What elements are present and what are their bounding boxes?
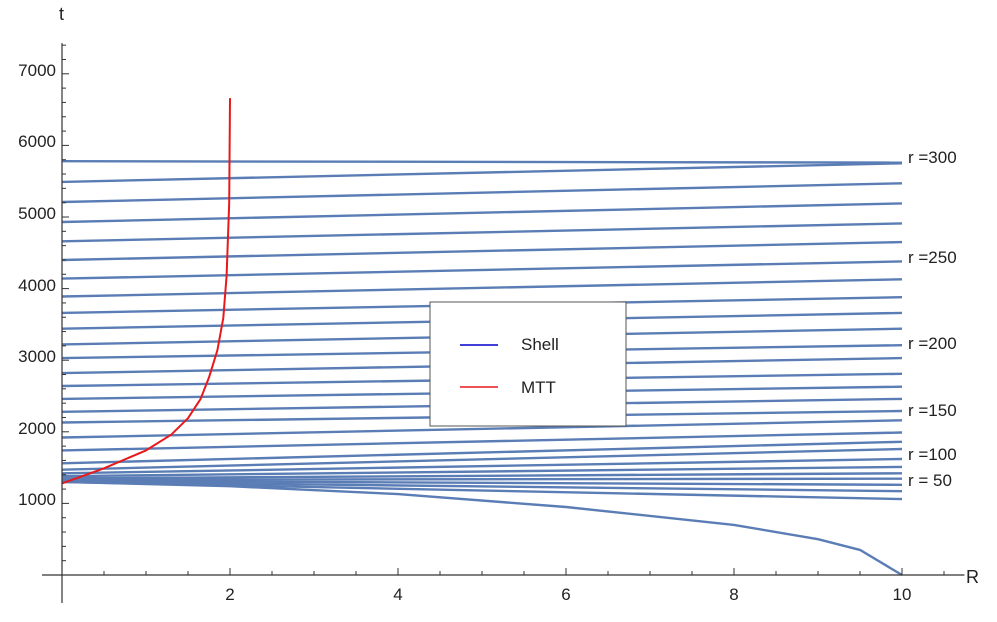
shell-line-r300 [61, 182, 903, 204]
curve-label-r150: r =150 [908, 401, 957, 420]
shell-line-r80 [61, 477, 903, 481]
curve-label-r50: r = 50 [908, 471, 952, 490]
y-tick-label: 4000 [18, 276, 56, 295]
curve-label-r250: r =250 [908, 248, 957, 267]
shell-line-r250 [61, 278, 903, 298]
legend-label-mtt: MTT [521, 378, 556, 397]
shell-line-r310 [61, 162, 903, 184]
curve-label-r300: r =300 [908, 148, 957, 167]
shell-line-r280 [61, 222, 903, 243]
mtt-curve [61, 98, 231, 485]
shell-line-r70 [61, 479, 903, 486]
shell-line-r90 [61, 472, 903, 480]
y-tick-labels: 1000 2000 3000 4000 5000 6000 7000 [18, 61, 56, 509]
shell-line-r320 [61, 159, 903, 164]
shell-line-r0 [61, 480, 903, 577]
x-tick-label: 4 [393, 585, 402, 604]
shell-line-r100 [61, 465, 903, 478]
axes [42, 43, 965, 603]
shell-line-r110 [61, 457, 903, 475]
curve-label-r100: r =100 [908, 445, 957, 464]
x-tick-label: 10 [893, 585, 912, 604]
y-tick-label: 3000 [18, 347, 56, 366]
shell-line-r130 [61, 440, 903, 465]
shell-line-r260 [61, 260, 903, 280]
shell-line-r120 [61, 447, 903, 471]
curve-labels: r =300 r =250 r =200 r =150 r =100 r = 5… [908, 148, 957, 490]
y-tick-label: 7000 [18, 61, 56, 80]
legend-label-shell: Shell [521, 335, 559, 354]
x-tick-label: 8 [729, 585, 738, 604]
shell-line-r140 [61, 431, 903, 452]
shell-line-r50 [61, 480, 903, 501]
y-tick-label: 1000 [18, 490, 56, 509]
x-tick-label: 2 [225, 585, 234, 604]
x-axis-label: R [966, 567, 979, 587]
legend: Shell MTT [429, 301, 627, 427]
shell-line-r290 [61, 202, 903, 224]
curve-label-r200: r =200 [908, 334, 957, 353]
shell-line-r60 [61, 480, 903, 493]
legend-box [429, 301, 627, 427]
shell-line-r270 [61, 240, 903, 262]
x-tick-label: 6 [561, 585, 570, 604]
y-axis-label: t [59, 4, 64, 24]
shell-line-r150 [61, 419, 903, 439]
y-tick-label: 5000 [18, 204, 56, 223]
x-tick-labels: 2 4 6 8 10 [225, 585, 911, 604]
y-tick-label: 6000 [18, 132, 56, 151]
y-tick-label: 2000 [18, 419, 56, 438]
